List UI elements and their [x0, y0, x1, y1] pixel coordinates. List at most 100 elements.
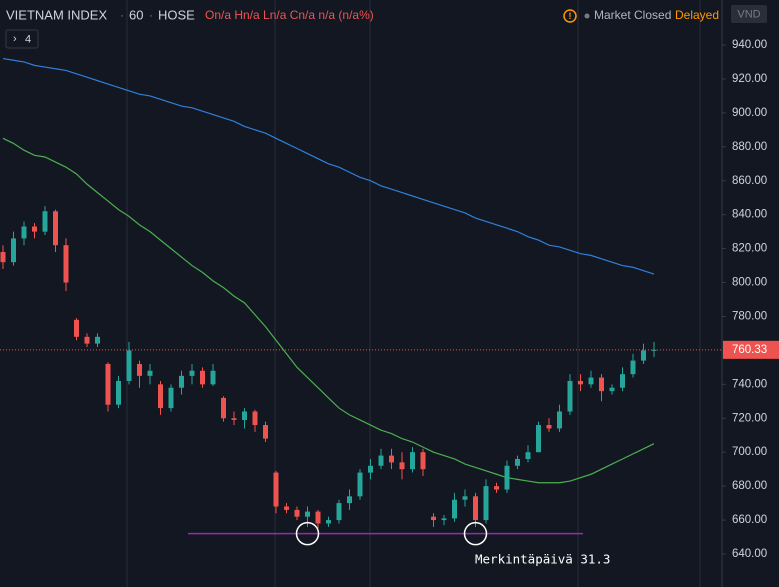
y-tick-label: 820.00 — [732, 243, 767, 255]
y-tick-label: 720.00 — [732, 412, 767, 424]
last-price-label: 760.33 — [732, 344, 767, 356]
indicator-count: 4 — [25, 33, 31, 45]
y-tick-label: 800.00 — [732, 277, 767, 289]
candle-body — [137, 363, 142, 376]
y-tick-label: 740.00 — [732, 378, 767, 390]
candle-body — [483, 486, 489, 521]
plot — [0, 57, 722, 546]
y-tick-label: 920.00 — [732, 73, 767, 85]
candle-body — [567, 380, 573, 412]
candle-body — [74, 319, 79, 337]
candle-body — [168, 387, 174, 409]
candle-body — [389, 455, 394, 463]
dot: · — [120, 8, 124, 22]
status-dot — [584, 13, 590, 19]
warning-icon[interactable] — [563, 9, 577, 23]
y-tick-label: 940.00 — [732, 39, 767, 51]
candle-body — [105, 363, 111, 405]
candle-body — [242, 411, 247, 420]
interval: 60 — [129, 7, 143, 22]
candle-body — [347, 496, 352, 504]
candle-body — [263, 425, 268, 439]
candle-body — [126, 350, 132, 381]
candle-body — [21, 226, 27, 239]
candle-body — [515, 458, 520, 466]
candle-body — [368, 465, 373, 473]
candle-body — [42, 211, 48, 232]
candle-body — [284, 506, 289, 510]
candle-body — [546, 425, 552, 429]
candle-body — [609, 387, 615, 392]
candle-body — [53, 211, 58, 246]
indicator-toggle[interactable] — [5, 29, 39, 49]
candle-body — [431, 516, 436, 521]
ohlc-legend: On/a Hn/a Ln/a Cn/a n/a (n/a%) — [205, 8, 374, 22]
y-tick-label: 880.00 — [732, 141, 767, 153]
candle-body — [620, 374, 625, 388]
candle-body — [116, 380, 121, 405]
candle-body — [158, 384, 163, 409]
candle-body — [189, 370, 195, 376]
warning-mark: ! — [569, 11, 572, 21]
candle-body — [378, 455, 384, 466]
last-price-box — [723, 340, 779, 359]
candle-body — [399, 462, 405, 470]
candle-body — [0, 251, 6, 263]
y-tick-label: 640.00 — [732, 548, 767, 560]
candle-body — [84, 336, 90, 344]
candle-body — [32, 226, 37, 232]
candle-body — [294, 509, 300, 517]
market-status: Market Closed — [594, 8, 671, 22]
y-tick-label: 860.00 — [732, 175, 767, 187]
candle-body — [599, 377, 604, 392]
low-marker — [463, 521, 488, 546]
y-tick-label: 900.00 — [732, 107, 767, 119]
currency-box[interactable] — [731, 5, 767, 23]
candle-body — [441, 518, 447, 521]
delay-status: Delayed — [675, 8, 719, 22]
candle-body — [336, 503, 342, 521]
candle-body — [494, 486, 499, 490]
candle-body — [452, 499, 457, 519]
candle-body — [315, 511, 321, 524]
candle-body — [420, 452, 426, 470]
y-tick-label: 840.00 — [732, 209, 767, 221]
candle-body — [179, 375, 184, 388]
currency: VND — [737, 8, 760, 20]
moving-average — [2, 137, 655, 484]
candle-body — [210, 370, 216, 385]
candle-body — [11, 238, 16, 263]
candle-body — [357, 472, 363, 497]
candle-body — [588, 377, 594, 385]
candle-body — [147, 370, 153, 376]
candle-body — [525, 452, 531, 459]
annotation: Merkintäpäivä 31.3 — [475, 552, 610, 567]
chevron: › — [13, 33, 17, 45]
candle-body — [252, 411, 258, 426]
exchange: HOSE — [158, 7, 195, 22]
y-tick-label: 680.00 — [732, 480, 767, 492]
candle-body — [578, 380, 583, 385]
candle-body — [641, 350, 646, 361]
y-tick-label: 780.00 — [732, 310, 767, 322]
candle-body — [410, 452, 415, 470]
candle-body — [630, 360, 636, 375]
candle-body — [200, 370, 205, 385]
candle-body — [231, 418, 237, 420]
candle-body — [221, 397, 226, 419]
dot: · — [149, 8, 153, 22]
moving-average — [2, 57, 655, 275]
candle-body — [326, 520, 331, 524]
candle-body — [504, 465, 510, 490]
candle-body — [536, 425, 541, 453]
header: VIETNAM INDEX · 60 · HOSE On/a Hn/a Ln/a… — [5, 5, 767, 49]
candle-body — [95, 336, 100, 344]
low-marker — [295, 521, 320, 546]
candle-body — [473, 496, 478, 521]
candle-body — [557, 411, 562, 429]
y-tick-label: 700.00 — [732, 446, 767, 458]
y-tick-label: 660.00 — [732, 514, 767, 526]
